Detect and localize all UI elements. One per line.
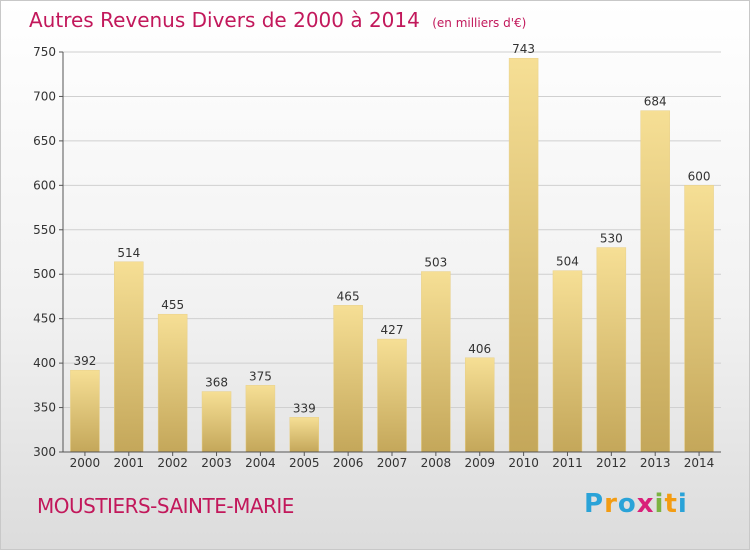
bar-value-label: 375 (249, 369, 272, 383)
y-tick-label: 650 (33, 134, 56, 148)
x-tick-label: 2011 (552, 456, 583, 470)
bar (684, 185, 714, 453)
bar-value-label: 514 (117, 246, 140, 260)
bar (114, 261, 144, 453)
x-tick-label: 2006 (333, 456, 364, 470)
bar (289, 417, 320, 453)
logo-letter: t (664, 489, 678, 519)
bar (70, 369, 100, 453)
axes (59, 51, 721, 456)
logo-letter: x (636, 489, 655, 519)
bar (596, 247, 627, 453)
y-tick-label: 500 (33, 267, 56, 281)
proxiti-logo: Proxiti (584, 489, 688, 519)
title-text: Autres Revenus Divers de 2000 à 2014 (29, 8, 420, 32)
title-unit: (en milliers d'€) (432, 16, 527, 30)
x-tick-label: 2005 (289, 456, 320, 470)
logo-letter: i (677, 489, 688, 519)
x-tick-label: 2001 (114, 456, 145, 470)
bar-value-label: 504 (556, 255, 579, 269)
bar-value-label: 530 (600, 232, 623, 246)
y-tick-label: 700 (33, 89, 56, 103)
y-tick-label: 600 (33, 178, 56, 192)
bar-value-label: 455 (161, 298, 184, 312)
y-tick-label: 550 (33, 223, 56, 237)
bar (464, 357, 495, 453)
logo-letter: i (654, 489, 665, 519)
bar-value-label: 503 (424, 256, 447, 270)
bar-value-label: 684 (644, 95, 667, 109)
x-tick-label: 2014 (684, 456, 715, 470)
x-tick-label: 2007 (377, 456, 408, 470)
bar-value-label: 406 (468, 342, 491, 356)
x-tick-label: 2010 (508, 456, 539, 470)
bar (333, 305, 363, 453)
bar-value-label: 392 (73, 354, 96, 368)
bar-value-label: 427 (381, 323, 404, 337)
x-tick-label: 2003 (201, 456, 232, 470)
bar-value-label: 465 (337, 289, 360, 303)
y-tick-label: 450 (33, 312, 56, 326)
bar (157, 313, 188, 453)
x-tick-label: 2004 (245, 456, 276, 470)
bar (245, 385, 276, 453)
bar (377, 338, 407, 453)
x-tick-label: 2000 (70, 456, 101, 470)
bar (640, 110, 670, 453)
y-tick-label: 750 (33, 45, 56, 59)
bars (70, 57, 714, 453)
x-tick-label: 2009 (464, 456, 495, 470)
x-tick-label: 2008 (421, 456, 452, 470)
labels: 300 350 400 450 500 550 600 650 700 750 392 2000 514… (33, 42, 714, 470)
y-tick-label: 300 (33, 445, 56, 459)
logo-letter: P (584, 489, 605, 519)
x-tick-label: 2012 (596, 456, 627, 470)
logo-letter: o (617, 489, 637, 519)
logo-letter: r (604, 489, 618, 519)
x-tick-label: 2002 (157, 456, 188, 470)
bar-value-label: 743 (512, 42, 535, 56)
x-tick-label: 2013 (640, 456, 671, 470)
bar-value-label: 600 (688, 169, 711, 183)
bar (552, 270, 583, 453)
bar (201, 391, 232, 453)
bar (421, 271, 451, 453)
y-tick-label: 350 (33, 401, 56, 415)
location-name: MOUSTIERS-SAINTE-MARIE (37, 494, 294, 518)
bar-value-label: 368 (205, 376, 228, 390)
chart-title: Autres Revenus Divers de 2000 à 2014 (en… (29, 8, 526, 32)
y-tick-label: 400 (33, 356, 56, 370)
bar-value-label: 339 (293, 401, 316, 415)
bar (508, 57, 539, 453)
